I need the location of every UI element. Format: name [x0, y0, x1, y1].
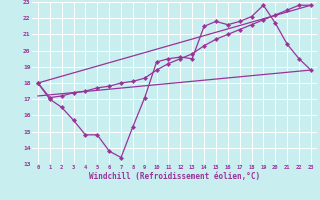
X-axis label: Windchill (Refroidissement éolien,°C): Windchill (Refroidissement éolien,°C) [89, 172, 260, 181]
